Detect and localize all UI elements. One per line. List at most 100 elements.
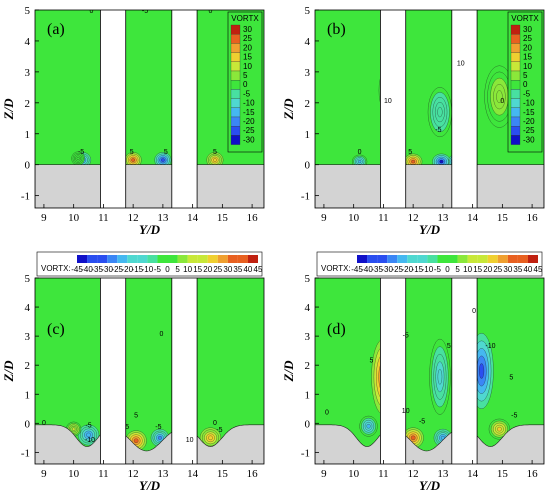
x-tick-label: 16 xyxy=(527,212,539,224)
chart-panel-b: 0105-51005910111213141516-1012345Y/DZ/D(… xyxy=(281,5,545,237)
vortex-contour xyxy=(411,159,416,164)
contour-label: 5 xyxy=(125,424,129,431)
legend-level: -15 xyxy=(243,108,255,117)
x-tick-label: 14 xyxy=(187,212,199,224)
vortex-contour xyxy=(437,106,443,118)
x-axis-title: Y/D xyxy=(139,478,161,493)
y-tick-label: 0 xyxy=(305,418,311,430)
panel-frame xyxy=(314,277,545,465)
vortex-contour xyxy=(213,158,217,162)
legend-swatch xyxy=(510,116,521,127)
legend-level: 25 xyxy=(213,265,222,274)
legend-level: -45 xyxy=(351,265,363,274)
legend-swatch xyxy=(230,34,241,44)
legend-swatch xyxy=(227,255,238,263)
legend-swatch xyxy=(237,255,248,263)
vortex-contour xyxy=(86,432,91,438)
x-tick-label: 13 xyxy=(437,212,449,224)
y-tick-label: 5 xyxy=(25,273,31,285)
legend-swatch xyxy=(510,89,521,99)
legend-level: 20 xyxy=(243,43,252,52)
legend-swatch xyxy=(467,255,478,263)
legend-swatch xyxy=(177,255,188,263)
legend-level: 15 xyxy=(523,53,532,62)
legend-level: 20 xyxy=(203,265,212,274)
x-tick-label: 15 xyxy=(217,212,229,224)
legend-level: -30 xyxy=(243,135,255,144)
legend-level: 0 xyxy=(243,80,248,89)
legend-swatch xyxy=(87,255,98,263)
x-tick-label: 11 xyxy=(378,468,389,480)
x-tick-label: 11 xyxy=(98,212,109,224)
x-tick-label: 13 xyxy=(157,468,169,480)
legend-level: 25 xyxy=(493,265,502,274)
contour-label: 0 xyxy=(500,98,504,105)
legend-level: 15 xyxy=(473,265,482,274)
legend-swatch xyxy=(230,116,241,127)
contour-label: -5 xyxy=(142,8,148,15)
y-tick-label: 2 xyxy=(305,360,311,372)
y-tick-label: 4 xyxy=(25,302,31,314)
x-tick-label: 15 xyxy=(217,468,229,480)
legend-level: 30 xyxy=(503,265,512,274)
contour-label: -5 xyxy=(155,424,161,431)
contour-label: -10 xyxy=(485,343,495,350)
y-tick-label: 1 xyxy=(25,389,31,401)
legend-swatch xyxy=(510,52,521,62)
legend-swatch xyxy=(510,98,521,108)
contour-label: 5 xyxy=(509,375,513,382)
x-tick-label: 13 xyxy=(437,468,449,480)
legend-swatch xyxy=(510,24,521,35)
y-tick-label: 4 xyxy=(305,36,311,48)
legend-level: -25 xyxy=(243,126,255,135)
x-tick-label: 10 xyxy=(348,212,360,224)
y-tick-label: 5 xyxy=(305,273,311,285)
legend-swatch xyxy=(230,107,241,118)
contour-label: -5 xyxy=(85,423,91,430)
contour-label: 0 xyxy=(209,8,213,15)
colorbar-legend: VORTX: -45-40-35-30-25-20-15-10 -5 0 5 10 15 20… xyxy=(316,251,543,277)
vortex-contour xyxy=(439,159,444,164)
y-axis-title: Z/D xyxy=(281,360,296,383)
x-tick-label: 9 xyxy=(321,468,327,480)
legend-level: 5 xyxy=(243,71,248,80)
legend-level: 30 xyxy=(523,25,532,34)
legend-swatch xyxy=(510,126,521,136)
contour-label: -5 xyxy=(435,127,441,134)
legend-swatch xyxy=(230,70,241,81)
legend-level: 10 xyxy=(183,265,192,274)
legend-swatch xyxy=(517,255,528,263)
legend-level: -40 xyxy=(81,265,93,274)
pier-1 xyxy=(100,278,127,464)
vortex-contour xyxy=(497,426,502,432)
vortex-contour xyxy=(437,369,443,385)
x-tick-label: 15 xyxy=(497,468,509,480)
legend-swatch xyxy=(117,255,128,263)
x-axis-title: Y/D xyxy=(139,222,161,237)
legend-level: 30 xyxy=(243,25,252,34)
legend-level: -10 xyxy=(422,265,434,274)
vortex-contour xyxy=(133,438,139,444)
vortex-contour xyxy=(366,423,371,429)
x-tick-label: 16 xyxy=(527,468,539,480)
x-tick-label: 14 xyxy=(467,468,479,480)
y-tick-label: 1 xyxy=(305,129,311,141)
contour-label: 0 xyxy=(325,410,329,417)
contour-label: 10 xyxy=(384,98,392,105)
legend-swatch xyxy=(357,255,368,263)
vortex-contour xyxy=(208,435,213,441)
y-tick-label: 0 xyxy=(25,160,31,172)
legend-level: -5 xyxy=(154,265,162,274)
legend-swatch xyxy=(437,255,448,263)
x-axis-title: Y/D xyxy=(419,222,441,237)
legend-level: 35 xyxy=(233,265,242,274)
legend-level: 45 xyxy=(534,265,543,274)
contour-label: 5 xyxy=(213,149,217,156)
legend-swatch xyxy=(187,255,198,263)
